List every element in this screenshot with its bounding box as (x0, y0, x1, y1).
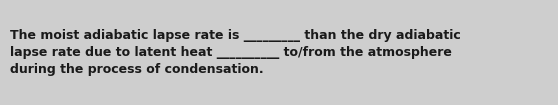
Text: The moist adiabatic lapse rate is _________ than the dry adiabatic
lapse rate du: The moist adiabatic lapse rate is ______… (10, 30, 461, 75)
